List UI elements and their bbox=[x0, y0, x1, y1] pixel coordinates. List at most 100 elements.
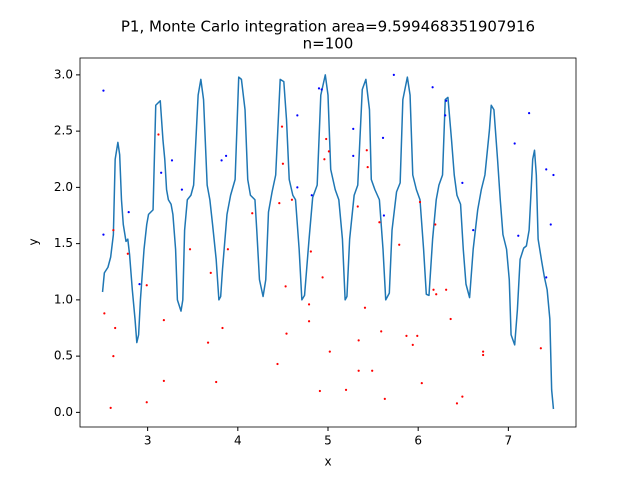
scatter-point bbox=[357, 339, 360, 342]
scatter-point bbox=[170, 159, 174, 162]
scatter-point bbox=[380, 330, 383, 333]
y-axis-label: y bbox=[27, 238, 41, 245]
scatter-point bbox=[103, 312, 106, 315]
scatter-point bbox=[513, 142, 516, 145]
plot-frame bbox=[79, 57, 577, 428]
y-tick-label: 2.0 bbox=[54, 180, 73, 194]
scatter-point bbox=[276, 362, 279, 366]
scatter-point bbox=[321, 276, 324, 279]
scatter-point bbox=[472, 229, 475, 232]
scatter-point bbox=[307, 303, 311, 306]
scatter-point bbox=[145, 401, 148, 404]
scatter-point bbox=[162, 379, 165, 382]
scatter-point bbox=[285, 332, 288, 335]
scatter-point bbox=[392, 73, 395, 76]
scatter-point bbox=[318, 389, 321, 393]
scatter-point bbox=[461, 181, 464, 184]
y-tick-label: 3.0 bbox=[54, 67, 73, 81]
scatter-point bbox=[138, 283, 141, 286]
scatter-point bbox=[162, 319, 165, 322]
scatter-point bbox=[344, 388, 348, 391]
scatter-point bbox=[352, 154, 355, 157]
scatter-point bbox=[160, 171, 163, 174]
scatter-point bbox=[102, 89, 105, 92]
scatter-point bbox=[327, 150, 331, 153]
scatter-point bbox=[352, 127, 355, 130]
y-tick-label: 0.0 bbox=[54, 405, 73, 419]
scatter-point bbox=[420, 382, 423, 385]
scatter-point bbox=[357, 369, 360, 372]
scatter-point bbox=[435, 293, 438, 296]
scatter-point bbox=[102, 233, 105, 236]
scatter-point bbox=[363, 306, 367, 309]
scatter-point bbox=[206, 341, 210, 344]
scatter-point bbox=[365, 149, 368, 152]
scatter-point bbox=[455, 402, 459, 405]
scatter-point bbox=[545, 168, 548, 171]
scatter-point bbox=[209, 271, 212, 274]
scatter-point bbox=[157, 133, 160, 136]
scatter-point bbox=[383, 397, 386, 400]
y-tick-label: 1.0 bbox=[54, 292, 73, 306]
scatter-point bbox=[405, 334, 408, 337]
x-tick-label: 7 bbox=[505, 434, 513, 448]
scatter-point bbox=[418, 200, 422, 204]
scatter-point bbox=[109, 406, 112, 409]
scatter-point bbox=[114, 326, 117, 330]
scatter-point bbox=[323, 158, 326, 161]
y-tick-label: 1.5 bbox=[54, 236, 73, 250]
scatter-point bbox=[145, 284, 148, 287]
y-tick-label: 2.5 bbox=[54, 124, 73, 138]
scatter-point bbox=[221, 326, 224, 330]
scatter-point bbox=[545, 276, 548, 279]
data-line bbox=[101, 74, 555, 410]
scatter-point bbox=[382, 214, 386, 217]
scatter-point bbox=[434, 223, 437, 226]
scatter-point bbox=[317, 87, 321, 90]
scatter-point bbox=[126, 252, 129, 255]
scatter-point bbox=[482, 353, 485, 357]
scatter-point bbox=[539, 347, 542, 350]
scatter-point bbox=[188, 248, 192, 251]
scatter-point bbox=[552, 173, 555, 177]
scatter-point bbox=[310, 194, 313, 197]
scatter-point bbox=[411, 343, 414, 346]
scatter-point bbox=[112, 355, 115, 358]
scatter-point bbox=[307, 320, 311, 323]
scatter-point bbox=[325, 137, 328, 141]
scatter-point bbox=[251, 212, 254, 215]
scatter-point bbox=[215, 380, 218, 384]
chart-title: P1, Monte Carlo integration area=9.59946… bbox=[121, 18, 535, 36]
scatter-point bbox=[284, 285, 287, 288]
scatter-point bbox=[378, 221, 381, 224]
scatter-point bbox=[328, 350, 331, 353]
scatter-point bbox=[517, 234, 520, 237]
x-tick-label: 4 bbox=[234, 434, 242, 448]
scatter-point bbox=[180, 188, 184, 191]
scatter-point bbox=[366, 166, 369, 169]
scatter-point bbox=[296, 114, 299, 117]
y-tick-label: 0.5 bbox=[54, 349, 73, 363]
scatter-point bbox=[278, 202, 281, 205]
scatter-point bbox=[482, 350, 485, 353]
scatter-point bbox=[431, 86, 434, 89]
chart-subtitle: n=100 bbox=[303, 35, 354, 53]
scatter-point bbox=[432, 288, 435, 291]
scatter-point bbox=[127, 211, 130, 214]
scatter-point bbox=[356, 205, 359, 208]
x-tick-label: 5 bbox=[324, 434, 332, 448]
scatter-point bbox=[280, 125, 284, 128]
scatter-point bbox=[549, 223, 552, 226]
scatter-point bbox=[398, 243, 401, 246]
scatter-point bbox=[371, 369, 374, 372]
scatter-point bbox=[226, 248, 229, 251]
scatter-point bbox=[461, 395, 464, 398]
x-tick-label: 6 bbox=[414, 434, 422, 448]
scatter-point bbox=[449, 317, 452, 321]
scatter-point bbox=[381, 136, 385, 139]
scatter-point bbox=[444, 114, 447, 117]
scatter-point bbox=[112, 229, 115, 232]
scatter-point bbox=[224, 154, 228, 157]
